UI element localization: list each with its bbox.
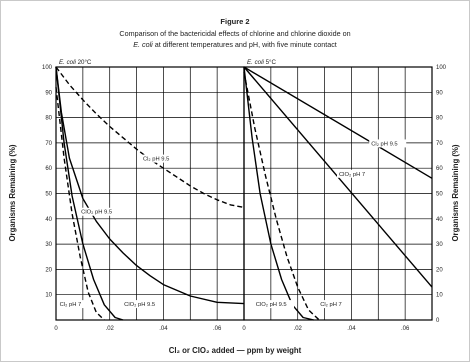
series-line [243, 66, 433, 179]
series-label-bg [57, 300, 89, 309]
series-line [55, 87, 105, 321]
y-tick-label: 80 [436, 116, 443, 122]
y-tick-label: 40 [436, 217, 443, 223]
series-label-bg [337, 169, 371, 178]
x-tick-label: .02 [294, 326, 303, 332]
y-tick-label: 40 [45, 217, 52, 223]
y-tick-label: 30 [45, 242, 52, 248]
y-tick-label: 10 [436, 293, 443, 299]
x-tick-label: .04 [159, 326, 168, 332]
y-tick-label: 10 [45, 293, 52, 299]
x-tick-label: .06 [401, 326, 410, 332]
plot-area: E. coli 20°C1020304050607080901000.02.04… [42, 59, 447, 332]
series-line [55, 66, 245, 305]
panel-2: E. coli 5°C 0 10 20 30 40 50 60 70 80 90 100 0 .02 .04… [242, 59, 446, 332]
series-label-bg [122, 300, 163, 309]
y-tick-label: 70 [436, 141, 443, 147]
x-tick-label: 0 [242, 326, 246, 332]
series-label: ClO₂ pH 9.5 [81, 210, 112, 216]
series-label: Cl₂ pH 9.5 [143, 157, 169, 163]
y-axis-label-left: Organisms Remaining (%) [8, 144, 17, 241]
series-line [243, 71, 320, 321]
x-tick-label: .02 [106, 326, 115, 332]
panel-label: E. coli 20°C [59, 59, 92, 66]
series-line [243, 66, 314, 321]
x-tick-label: 0 [54, 326, 58, 332]
series-label: Cl₂ pH 9.5 [371, 141, 397, 147]
panel-1: E. coli 20°C 10 20 30 40 50 60 70 80 90 100 0 .02 .04… [42, 59, 245, 332]
y-tick-label: 100 [436, 65, 447, 71]
y-tick-label: 90 [45, 90, 52, 96]
panel-label-temperature: 20°C [76, 59, 92, 66]
y-tick-label: 20 [45, 267, 52, 273]
series-line [55, 66, 124, 321]
y-tick-label: 50 [436, 192, 443, 198]
series-label-bg [318, 300, 349, 309]
y-tick-label: 80 [45, 116, 52, 122]
figure-title-organism: E. coli [133, 40, 153, 49]
y-tick-label: 0 [436, 318, 440, 324]
panel-frame [243, 66, 433, 321]
y-tick-label: 20 [436, 267, 443, 273]
y-tick-label: 100 [42, 65, 53, 71]
series-label-bg [140, 154, 178, 163]
y-axis-label-right: Organisms Remaining (%) [451, 144, 460, 241]
series-label-bg [253, 300, 295, 309]
y-tick-label: 90 [436, 90, 443, 96]
series-label: ClO₂ pH 7 [339, 172, 365, 178]
figure-title-line2: E. coli at different temperatures and pH… [133, 40, 337, 49]
x-axis-label: Cl₂ or ClO₂ added — ppm by weight [169, 346, 302, 355]
series-label: Cl₂ pH 7 [320, 302, 342, 308]
panel-label-organism: E. coli [247, 59, 264, 66]
figure-title-conditions: at different temperatures and pH, with f… [153, 40, 337, 49]
panel-label-temperature: 5°C [264, 59, 277, 66]
series-label: ClO₂ pH 9.5 [124, 302, 155, 308]
x-tick-label: .06 [213, 326, 222, 332]
figure-label: Figure 2 [220, 17, 249, 26]
series-label: ClO₂ pH 9.5 [256, 302, 287, 308]
y-tick-label: 50 [45, 192, 52, 198]
panel-label-organism: E. coli [59, 59, 76, 66]
y-tick-label: 60 [45, 166, 52, 172]
figure-title-line1: Comparison of the bactericidal effects o… [119, 29, 350, 38]
series-label: Cl₂ pH 7 [60, 302, 82, 308]
y-tick-label: 60 [436, 166, 443, 172]
panel-label: E. coli 5°C [247, 59, 276, 66]
y-tick-label: 30 [436, 242, 443, 248]
y-tick-label: 70 [45, 141, 52, 147]
series-label-bg [79, 207, 120, 216]
series-label-bg [369, 139, 407, 148]
x-tick-label: .04 [347, 326, 356, 332]
